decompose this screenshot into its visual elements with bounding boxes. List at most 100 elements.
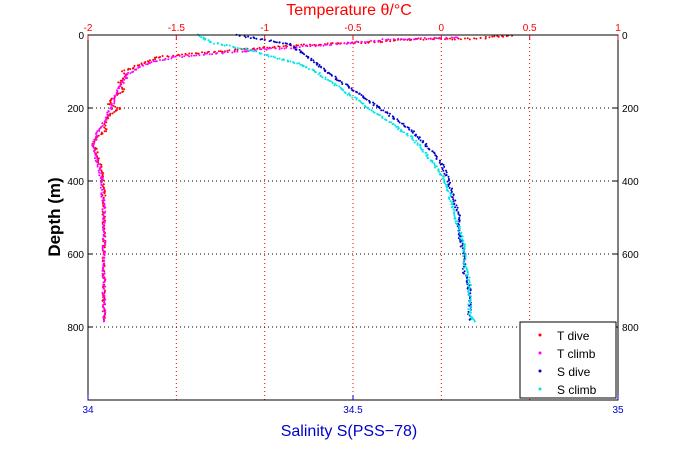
data-point [104,194,107,197]
data-point [344,92,347,94]
data-point [96,151,99,154]
data-point [326,72,329,74]
data-point [331,42,334,45]
data-point [470,295,472,298]
legend-label: T dive [557,329,590,343]
data-point [306,45,309,48]
data-point [119,83,122,86]
data-point [101,222,104,224]
data-point [166,55,169,58]
data-point [465,267,468,270]
data-point [104,244,106,247]
data-point [468,294,471,296]
data-point [416,142,419,145]
data-point [198,54,201,57]
data-point [357,41,360,44]
data-point [121,91,124,93]
data-point [102,266,104,269]
data-point [385,119,388,122]
data-point [395,125,398,128]
data-point [469,283,472,286]
data-point [243,47,246,50]
legend-label: S dive [557,365,591,379]
data-point [439,159,441,162]
data-point [339,79,342,82]
y-tick-label-left: 200 [67,104,84,115]
data-point [93,147,96,150]
data-point [445,37,447,40]
data-point [379,39,382,42]
data-point [355,98,358,101]
data-point [103,313,106,316]
data-point [324,43,327,46]
data-point [343,42,346,45]
data-point [124,75,127,78]
data-point [112,104,115,107]
data-point [334,75,337,78]
data-point [114,95,117,98]
data-point [268,40,271,43]
data-point [463,245,466,248]
data-point [466,37,469,40]
bottom-axis-title: Salinity S(PSS−78) [281,423,418,440]
data-point [463,264,466,267]
data-point [228,49,231,52]
data-point [161,59,164,62]
data-point [109,107,112,110]
data-point [435,155,438,158]
data-point [432,38,434,41]
data-point [247,35,250,38]
data-point [358,92,361,95]
data-point [459,245,462,248]
data-point [101,124,104,127]
data-point [452,198,455,201]
data-point [247,50,249,53]
data-point [469,311,472,314]
data-point [461,242,464,245]
data-point [213,51,215,54]
data-point [259,48,262,51]
data-point [136,64,139,67]
data-point [469,289,472,292]
data-point [307,68,310,70]
data-point [324,70,327,73]
data-point [274,56,276,59]
data-point [397,37,400,40]
data-point [231,51,234,54]
data-point [435,165,438,168]
data-point [458,220,461,223]
data-point [331,82,334,85]
legend-box [519,321,617,399]
data-point [450,189,453,192]
data-point [295,44,298,47]
data-point [323,67,325,70]
data-point [96,161,99,164]
data-point [101,188,103,191]
data-point [103,246,106,249]
data-point [103,253,106,256]
data-point [321,76,324,79]
data-point [464,254,467,256]
data-point [415,139,418,142]
data-point [102,317,105,320]
data-point [459,238,461,241]
top-tick-label: 1 [615,23,621,34]
data-point [469,301,471,304]
data-point [447,190,450,193]
data-point [100,175,103,178]
data-point [471,316,474,319]
data-point [157,56,160,59]
data-point [100,133,103,136]
data-point [266,54,269,56]
data-point [110,108,113,111]
data-point [124,73,127,76]
data-point [443,179,446,182]
data-point [403,131,406,134]
data-point [350,87,353,90]
data-point [102,303,105,306]
data-point [468,318,471,321]
data-point [255,37,258,40]
data-point [236,48,239,51]
data-point [399,130,402,133]
data-point [329,80,332,83]
